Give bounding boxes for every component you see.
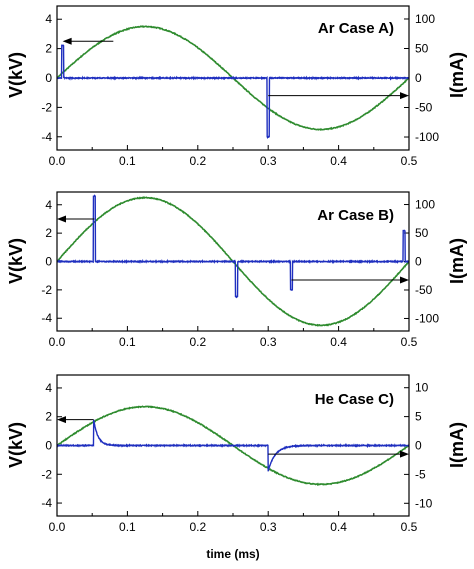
panel-a-arrowhead-0 [62, 37, 72, 45]
panel-a-plot-area [57, 25, 409, 140]
panel-c-current-line [57, 419, 409, 472]
panel-b-y-left-ticks: -4 -2 0 2 4 [41, 198, 62, 325]
y-right-tick-label: 100 [415, 198, 435, 212]
panel-c-arrowhead-0 [57, 416, 66, 424]
panel-a-current-line [57, 44, 409, 140]
panel-c-arrowhead-1 [400, 450, 409, 458]
y-right-tick-label: 50 [415, 41, 429, 55]
y-left-tick-label: 0 [45, 71, 52, 85]
x-tick-label: 0.2 [189, 520, 206, 534]
panel-b: V(kV) I(mA) Ar Case B) 0.0 0.1 0.2 0.3 0.4 0.… [6, 191, 467, 349]
panel-b-ylabel-left: V(kV) [6, 238, 26, 284]
y-right-tick-label: 10 [415, 381, 429, 395]
y-left-tick-label: -4 [41, 496, 52, 510]
x-tick-label: 0.1 [119, 154, 136, 168]
y-left-tick-label: 0 [45, 439, 52, 453]
x-tick-label: 0.4 [330, 154, 347, 168]
y-left-tick-label: 2 [45, 226, 52, 240]
panel-b-title: Ar Case B) [317, 207, 394, 224]
y-left-tick-label: 2 [45, 42, 52, 56]
y-left-tick-label: 2 [45, 410, 52, 424]
panel-a-ylabel-left: V(kV) [6, 52, 26, 98]
y-right-tick-label: 0 [415, 439, 422, 453]
panel-c-title: He Case C) [315, 391, 394, 408]
y-right-tick-label: 50 [415, 226, 429, 240]
x-tick-label: 0.3 [260, 335, 277, 349]
panel-c-plot-area [57, 405, 409, 487]
panel-a-x-ticks: 0.0 0.1 0.2 0.3 0.4 0.5 [49, 145, 418, 168]
panel-a-ylabel-right: I(mA) [447, 52, 467, 98]
panel-c-ylabel-left: V(kV) [6, 422, 26, 468]
x-tick-label: 0.4 [330, 520, 347, 534]
x-tick-label: 0.4 [330, 335, 347, 349]
panel-a: V(kV) I(mA) Ar Case A) 0.0 0.1 0.2 0.3 0.4 0.… [6, 5, 467, 168]
panel-c: V(kV) I(mA) He Case C) time (ms) 0.0 0.1 0… [6, 374, 467, 561]
y-left-tick-label: 4 [45, 381, 52, 395]
panel-c-ylabel-right: I(mA) [447, 422, 467, 468]
y-right-tick-label: -10 [415, 496, 433, 510]
x-tick-label: 0.0 [49, 520, 66, 534]
y-left-tick-label: 4 [45, 12, 52, 26]
y-right-tick-label: 0 [415, 71, 422, 85]
panel-c-y-right-ticks: -10 -5 0 5 10 [404, 381, 433, 510]
y-left-tick-label: -4 [41, 311, 52, 325]
x-tick-label: 0.5 [401, 520, 418, 534]
x-tick-label: 0.5 [401, 335, 418, 349]
x-tick-label: 0.3 [260, 154, 277, 168]
panel-a-title: Ar Case A) [318, 20, 394, 37]
y-right-tick-label: 100 [415, 12, 435, 26]
y-left-tick-label: 4 [45, 198, 52, 212]
y-left-tick-label: -2 [41, 100, 52, 114]
y-left-tick-label: -2 [41, 283, 52, 297]
x-tick-label: 0.2 [189, 154, 206, 168]
panel-b-frame [56, 191, 410, 332]
y-left-tick-label: -4 [41, 130, 52, 144]
panel-a-arrowhead-1 [400, 92, 409, 100]
panel-b-ylabel-right: I(mA) [447, 238, 467, 284]
y-right-tick-label: -5 [415, 467, 426, 481]
x-tick-label: 0.3 [260, 520, 277, 534]
panel-b-current-line [57, 194, 409, 299]
y-right-tick-label: -100 [415, 130, 439, 144]
panel-b-arrowhead-0 [57, 215, 66, 223]
y-right-tick-label: 0 [415, 255, 422, 269]
y-right-tick-label: -50 [415, 101, 433, 115]
y-left-tick-label: -2 [41, 467, 52, 481]
panel-b-x-ticks: 0.0 0.1 0.2 0.3 0.4 0.5 [49, 326, 418, 349]
x-tick-label: 0.1 [119, 520, 136, 534]
x-tick-label: 0.1 [119, 335, 136, 349]
x-tick-label: 0.0 [49, 154, 66, 168]
panel-b-plot-area [57, 194, 409, 328]
y-left-tick-label: 0 [45, 255, 52, 269]
panel-b-y-right-ticks: -100 -50 0 50 100 [404, 198, 439, 325]
panel-b-arrowhead-1 [400, 276, 409, 284]
panel-c-x-ticks: 0.0 0.1 0.2 0.3 0.4 0.5 [49, 511, 418, 534]
panel-c-frame [56, 374, 410, 517]
x-tick-label: 0.5 [401, 154, 418, 168]
panel-a-frame [56, 5, 410, 151]
y-right-tick-label: -50 [415, 283, 433, 297]
panel-c-xlabel: time (ms) [206, 547, 259, 561]
y-right-tick-label: -100 [415, 311, 439, 325]
x-tick-label: 0.0 [49, 335, 66, 349]
panel-a-y-right-ticks: -100 -50 0 50 100 [404, 12, 439, 144]
x-tick-label: 0.2 [189, 335, 206, 349]
y-right-tick-label: 5 [415, 410, 422, 424]
